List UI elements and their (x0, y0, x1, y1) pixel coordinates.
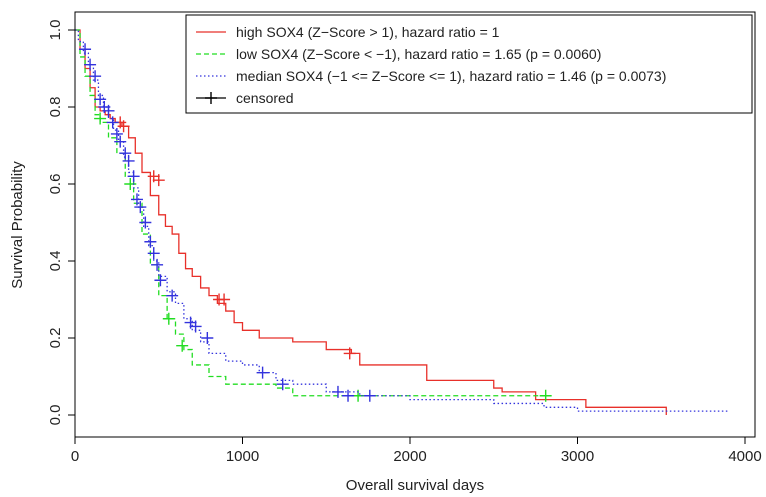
y-tick-label-0.4: 0.4 (47, 251, 64, 272)
legend-label-0: high SOX4 (Z−Score > 1), hazard ratio = … (236, 24, 500, 40)
censor-mark-1-5 (539, 389, 552, 402)
censor-mark-2-8 (114, 135, 127, 148)
censor-mark-2-14 (139, 216, 152, 229)
legend-label-2: median SOX4 (−1 <= Z−Score <= 1), hazard… (236, 68, 666, 84)
legend-label-1: low SOX4 (Z−Score < −1), hazard ratio = … (236, 46, 601, 62)
censor-mark-2-13 (134, 201, 147, 214)
censor-mark-2-11 (127, 170, 140, 183)
censor-mark-2-9 (119, 147, 132, 160)
x-axis-label: Overall survival days (346, 477, 484, 494)
censor-mark-2-5 (102, 104, 115, 117)
series-line-0 (75, 29, 667, 415)
censor-mark-2-7 (110, 127, 123, 140)
plot-area (75, 29, 729, 415)
censor-mark-1-0 (94, 112, 107, 125)
censor-mark-2-10 (122, 154, 135, 167)
censor-mark-2-0 (79, 43, 92, 56)
censor-mark-2-23 (256, 366, 269, 379)
censor-mark-2-27 (363, 389, 376, 402)
y-tick-label-0.8: 0.8 (47, 97, 64, 118)
censor-mark-2-26 (342, 389, 355, 402)
x-tick-label-4000: 4000 (728, 448, 761, 465)
x-tick-label-2000: 2000 (393, 448, 426, 465)
legend-cross-3 (205, 92, 217, 104)
censor-mark-2-6 (106, 116, 119, 129)
censor-mark-2-17 (151, 258, 164, 271)
censor-mark-0-6 (343, 347, 356, 360)
censor-mark-2-24 (276, 378, 289, 391)
axes: 0 1000 2000 3000 4000 0.0 0.2 0.4 0.6 0.8 1.0 (47, 20, 762, 465)
censor-mark-2-21 (189, 320, 202, 333)
y-tick-label-0.2: 0.2 (47, 328, 64, 349)
y-tick-label-0.0: 0.0 (47, 405, 64, 426)
censor-mark-2-12 (130, 193, 143, 206)
censor-mark-0-3 (152, 174, 165, 187)
y-tick-label-0.6: 0.6 (47, 174, 64, 195)
plot-frame (74, 11, 756, 438)
censor-mark-0-1 (117, 120, 130, 133)
x-tick-label-3000: 3000 (561, 448, 594, 465)
censor-mark-2-15 (144, 235, 157, 248)
censor-mark-2-18 (154, 274, 167, 287)
legend: high SOX4 (Z−Score > 1), hazard ratio = … (185, 14, 753, 114)
censor-mark-0-5 (218, 293, 231, 306)
censor-mark-2-3 (94, 93, 107, 106)
censor-mark-1-2 (162, 312, 175, 325)
censor-mark-2-25 (331, 385, 344, 398)
y-axis-label: Survival Probability (9, 161, 26, 289)
censor-mark-2-2 (89, 70, 102, 83)
censor-mark-2-16 (147, 247, 160, 260)
y-tick-label-1.0: 1.0 (47, 20, 64, 41)
x-tick-label-0: 0 (71, 448, 79, 465)
legend-box (185, 14, 753, 114)
censor-mark-2-19 (166, 289, 179, 302)
censor-mark-2-22 (201, 332, 214, 344)
censor-mark-1-3 (176, 339, 189, 352)
x-tick-label-1000: 1000 (226, 448, 259, 465)
censor-mark-2-1 (84, 58, 97, 71)
legend-label-3: censored (236, 90, 294, 106)
